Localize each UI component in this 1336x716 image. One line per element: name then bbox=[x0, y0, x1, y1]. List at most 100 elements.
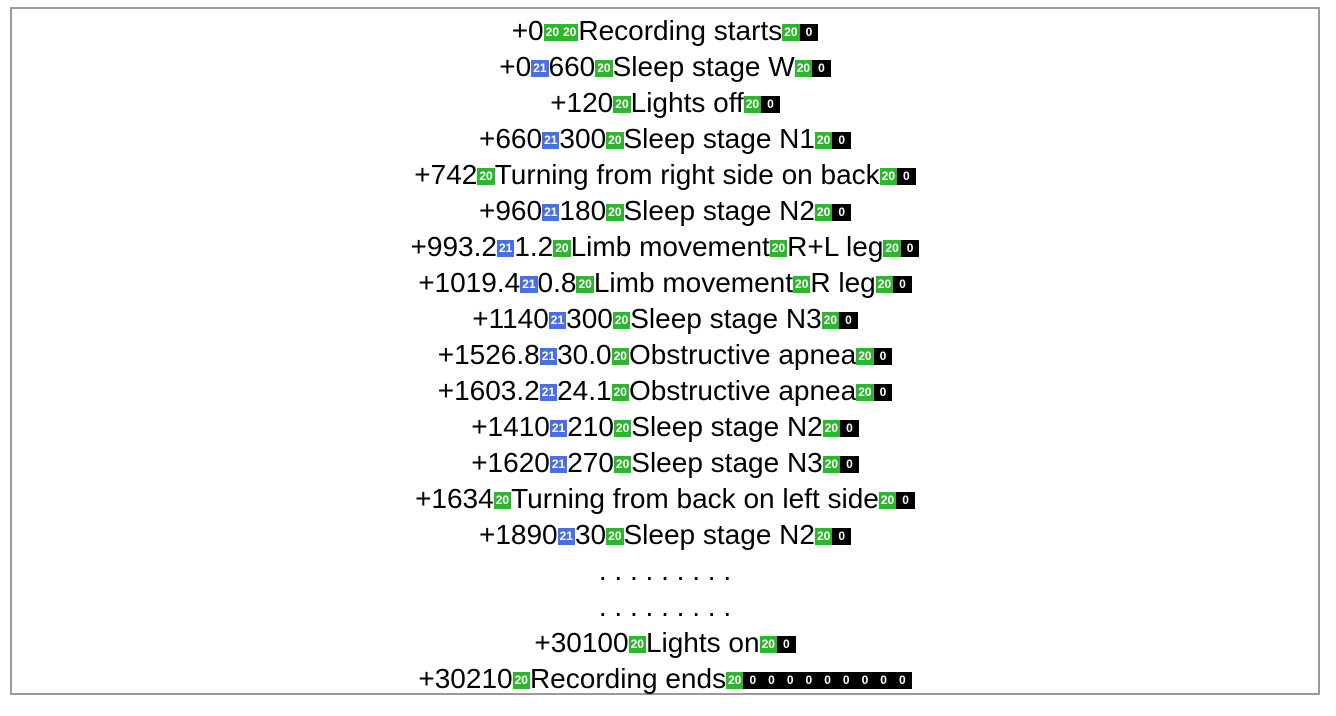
annotation-text: Recording ends bbox=[529, 663, 727, 694]
code-badge: 20 bbox=[814, 528, 833, 545]
annotation-text: Limb movement bbox=[570, 231, 770, 262]
annotation-line: +1634 20Turning from back on left side 20 0 bbox=[12, 481, 1318, 517]
code-badge: 0 bbox=[776, 636, 796, 653]
code-badge: 20 bbox=[769, 240, 788, 257]
annotation-text: +993.2 bbox=[410, 231, 497, 262]
annotation-line: +1526.8 2130.0 20Obstructive apnea 20 0 bbox=[12, 337, 1318, 373]
code-badge: 20 bbox=[611, 384, 629, 401]
annotation-line: +120 20Lights off 20 0 bbox=[12, 85, 1318, 121]
code-badge: 0 bbox=[832, 528, 852, 545]
annotation-text: +1620 bbox=[471, 447, 550, 478]
annotation-text: Sleep stage N2 bbox=[623, 519, 815, 550]
code-badge: 20 bbox=[576, 276, 594, 293]
annotation-text: 300 bbox=[559, 123, 607, 154]
annotation-text: 24.1 bbox=[557, 375, 612, 406]
code-badge: 20 bbox=[595, 60, 613, 77]
code-badge: 0 bbox=[761, 96, 780, 113]
annotation-text: 660 bbox=[548, 51, 596, 82]
code-badge: 20 bbox=[822, 420, 841, 437]
annotation-line: +1410 21210 20Sleep stage N2 20 0 bbox=[12, 409, 1318, 445]
code-badge: 0 bbox=[832, 132, 852, 149]
code-badge: 21 bbox=[542, 204, 560, 221]
code-badge: 0 bbox=[900, 240, 920, 257]
annotation-line: +1603.2 2124.1 20Obstructive apnea 20 0 bbox=[12, 373, 1318, 409]
code-badge: 20 bbox=[613, 96, 631, 113]
annotation-text: Lights on bbox=[645, 627, 760, 658]
annotation-text: Obstructive apnea bbox=[628, 375, 857, 406]
annotation-text: 30.0 bbox=[557, 339, 612, 370]
annotation-text: 300 bbox=[566, 303, 613, 334]
code-badge: 0 bbox=[897, 168, 916, 185]
code-badge: 20 bbox=[606, 528, 624, 545]
code-badge: 20 bbox=[628, 636, 646, 653]
annotation-text: R leg bbox=[810, 267, 876, 298]
annotation-text: +30100 bbox=[534, 627, 629, 658]
annotation-text: +960 bbox=[478, 195, 543, 226]
annotation-line: +742 20Turning from right side on back 20 0 bbox=[12, 157, 1318, 193]
annotation-text: Sleep stage N1 bbox=[623, 123, 815, 154]
code-badge: 20 bbox=[512, 672, 530, 689]
code-badge: 20 bbox=[883, 240, 901, 257]
code-badge: 0 bbox=[839, 312, 858, 329]
code-badge: 20 bbox=[856, 384, 874, 401]
code-badge: 20 bbox=[611, 348, 629, 365]
annotation-text: +1634 bbox=[415, 483, 494, 514]
annotation-text: Sleep stage N3 bbox=[630, 303, 822, 334]
annotation-line: . . . . . . . . . bbox=[12, 553, 1318, 589]
code-badge: 0 bbox=[873, 348, 893, 365]
annotation-text: +1019.4 bbox=[418, 267, 521, 298]
annotation-box: +0 20 20Recording starts 20 0 +0 21660 20Sleep … bbox=[10, 7, 1320, 695]
code-badge: 20 bbox=[822, 456, 841, 473]
code-badge: 0 bbox=[893, 276, 912, 293]
code-badge: 0 bbox=[836, 672, 856, 689]
code-badge: 0 bbox=[873, 384, 893, 401]
annotation-text: Sleep stage W bbox=[612, 51, 795, 82]
annotation-line: +30100 20Lights on 20 0 bbox=[12, 625, 1318, 661]
code-badge: 20 bbox=[759, 636, 777, 653]
code-badge: 20 bbox=[606, 204, 624, 221]
code-badge: 20 bbox=[814, 132, 833, 149]
code-badge: 21 bbox=[548, 312, 567, 329]
code-badge: 20 bbox=[612, 312, 631, 329]
code-badge: 0 bbox=[762, 672, 781, 689]
annotation-text: +1526.8 bbox=[437, 339, 540, 370]
code-badge: 20 bbox=[878, 492, 897, 509]
code-badge: 20 bbox=[726, 672, 744, 689]
annotation-text: 30 bbox=[574, 519, 607, 550]
code-badge: 20 bbox=[793, 276, 811, 293]
code-badge: 0 bbox=[874, 672, 893, 689]
code-badge: 21 bbox=[520, 276, 538, 293]
code-badge: 20 bbox=[879, 168, 898, 185]
annotation-text: Sleep stage N2 bbox=[631, 411, 823, 442]
annotation-line: +1620 21270 20Sleep stage N3 20 0 bbox=[12, 445, 1318, 481]
code-badge: 20 bbox=[606, 132, 624, 149]
code-badge: 20 bbox=[613, 420, 632, 437]
annotation-line: +660 21300 20Sleep stage N1 20 0 bbox=[12, 121, 1318, 157]
annotation-text: +1890 bbox=[478, 519, 558, 550]
annotation-text: 210 bbox=[567, 411, 614, 442]
annotation-text: Turning from back on left side bbox=[511, 483, 879, 514]
annotation-text: . . . . . . . . . bbox=[598, 555, 732, 586]
code-badge: 0 bbox=[840, 420, 859, 437]
annotation-text: +30210 bbox=[418, 663, 513, 694]
code-badge: 20 bbox=[493, 492, 512, 509]
code-badge: 21 bbox=[539, 384, 558, 401]
code-badge: 21 bbox=[542, 132, 560, 149]
annotation-text: +1410 bbox=[471, 411, 550, 442]
code-badge: 0 bbox=[855, 672, 875, 689]
code-badge: 20 bbox=[553, 240, 571, 257]
annotation-text: +0 bbox=[499, 51, 532, 82]
code-badge: 21 bbox=[557, 528, 575, 545]
annotation-text: Turning from right side on back bbox=[494, 159, 880, 190]
annotation-text: Obstructive apnea bbox=[628, 339, 857, 370]
code-badge: 0 bbox=[780, 672, 800, 689]
code-badge: 20 bbox=[477, 168, 495, 185]
annotation-text: +120 bbox=[550, 87, 614, 118]
annotation-text: Sleep stage N2 bbox=[623, 195, 815, 226]
annotation-line: +0 21660 20Sleep stage W 20 0 bbox=[12, 49, 1318, 85]
code-badge: 20 bbox=[543, 24, 561, 41]
code-badge: 0 bbox=[896, 492, 915, 509]
annotation-line: +1019.4 210.8 20Limb movement 20R leg 20 0 bbox=[12, 265, 1318, 301]
annotation-text: 0.8 bbox=[537, 267, 577, 298]
code-badge: 20 bbox=[743, 96, 762, 113]
